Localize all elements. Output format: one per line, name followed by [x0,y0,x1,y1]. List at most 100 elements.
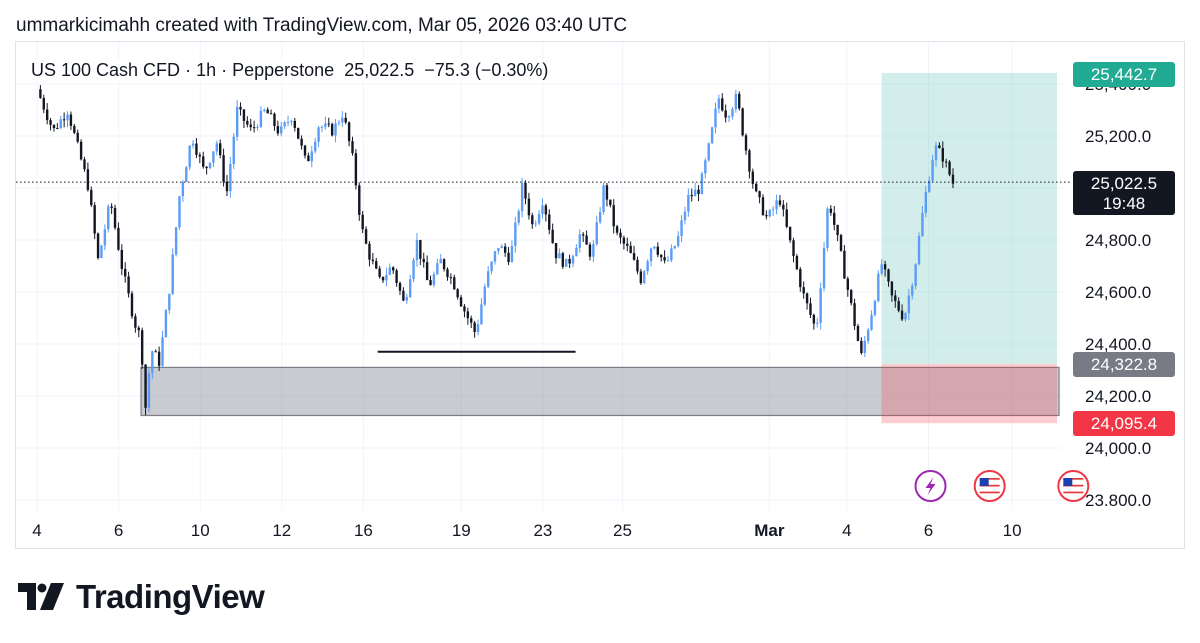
x-tick-label: 4 [842,521,851,540]
candle [113,204,117,230]
candle [598,207,602,225]
candle [127,271,130,298]
candle-body [364,229,368,244]
candle-body [317,127,320,142]
zones [140,72,1060,424]
candle-body [90,189,93,206]
candle [73,123,76,135]
candle [337,119,341,126]
x-tick-label: 4 [32,521,41,540]
candle [673,245,676,250]
candle-body [534,223,537,225]
candle [263,108,266,113]
candle [490,260,493,275]
candle [334,119,337,143]
candle-body [707,143,710,161]
candle [507,247,510,266]
candle [195,138,198,159]
candle [765,210,768,220]
candle-body [660,254,663,258]
candle [232,133,235,170]
candle-body [639,271,643,284]
candle [880,258,883,276]
candle-body [673,246,676,249]
lightning-event-icon[interactable] [914,470,947,502]
candle-body [629,245,632,254]
candle-body [771,209,775,211]
candle-body [412,260,415,280]
candle-body [300,138,303,146]
candle-body [917,236,921,265]
candle-body [866,329,870,341]
candle [700,171,704,195]
candle [849,289,853,306]
candle [449,273,453,285]
candle-body [894,295,897,302]
candle-body [609,199,612,206]
candle-body [246,120,249,125]
candle [727,115,731,123]
candle [222,148,225,187]
flag-canton [1063,478,1073,486]
candle-body [100,245,103,259]
candle [408,274,412,298]
y-tick-label: 24,200.0 [1085,387,1151,406]
candle [79,139,83,161]
candle-body [883,264,887,270]
candle [385,267,388,287]
candle-body [666,260,670,262]
us-flag-event-icon[interactable] [973,470,1006,502]
candle-body [473,322,476,333]
candle [768,208,771,218]
candle [341,111,344,127]
candle [738,91,741,111]
us-flag-event-icon[interactable] [1057,470,1090,502]
candle-body [229,163,232,192]
candle [429,275,432,286]
candle-body [792,240,795,257]
candle [273,112,276,131]
candle [561,251,565,269]
candle-body [548,214,551,230]
candle-body [785,209,788,227]
candle [205,166,208,175]
event-markers[interactable] [914,470,1090,502]
tradingview-brand[interactable]: TradingView [18,578,265,616]
candle [900,304,904,322]
candle-body [358,185,361,215]
candle-body [52,124,56,129]
candle [378,265,381,279]
demand-zone [140,366,1060,417]
candle [100,244,103,259]
candle [45,103,49,125]
candle [276,120,280,136]
candle [646,259,649,275]
stop-price-tag: 24,095.4 [1073,411,1175,436]
candle-body [486,271,490,287]
candle [310,146,313,168]
candle-body [632,253,636,260]
candle-body [900,310,904,320]
candle-body [269,113,273,115]
candle [785,202,788,229]
candle [622,235,626,250]
candle-body [320,126,324,128]
candles [39,85,955,416]
target-price-tag: 25,442.7 [1073,62,1175,87]
candle-body [283,122,286,127]
x-axis: 4 6 10 12 16 19 23 25 Mar 4 6 10 [32,521,1021,540]
candle-body [56,128,59,130]
candle [235,100,239,141]
candle-body [744,135,748,151]
candle-body [436,263,439,275]
candle [249,118,252,131]
candle [497,248,500,255]
candle [554,242,558,264]
flag-canton [979,478,989,486]
y-tick-label: 23.800.0 [1085,491,1151,510]
candle [802,281,805,299]
candle [327,117,330,128]
y-tick-label: 24,800.0 [1085,231,1151,250]
candle-body [558,253,561,259]
